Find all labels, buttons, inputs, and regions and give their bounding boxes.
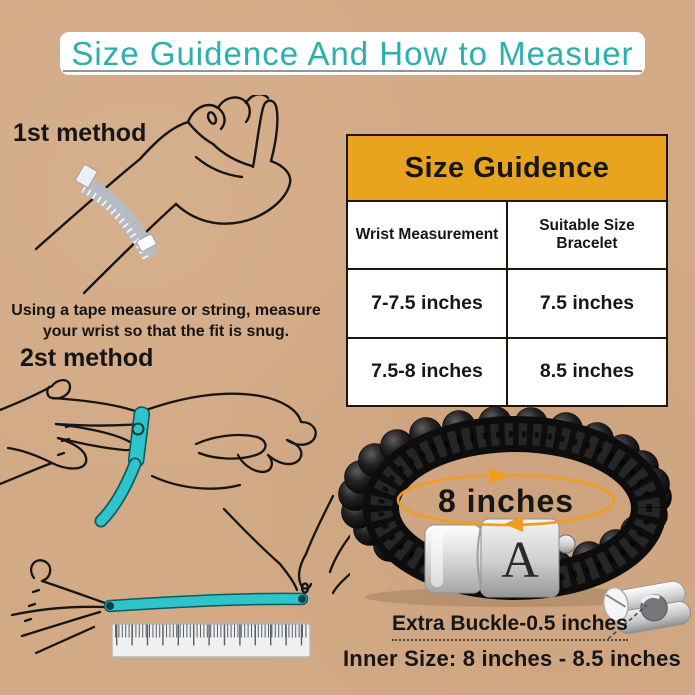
col-header-suitable-size: Suitable Size Bracelet [506, 202, 666, 269]
extra-buckle-label: Extra Buckle-0.5 inches [392, 612, 628, 641]
stretched-string-icon [103, 592, 309, 613]
tape-measure-hand-illustration [34, 95, 292, 295]
table-cell-size-1: 7.5 inches [506, 270, 666, 337]
method1-heading: 1st method [13, 119, 147, 147]
size-table-title: Size Guidence [348, 136, 666, 200]
clasp: A [424, 518, 576, 598]
diameter-arrow-ellipse [396, 468, 616, 532]
size-table: Size Guidence Wrist Measurement Suitable… [346, 134, 668, 407]
string-measure-illustration [0, 378, 350, 658]
tape-measure-icon [74, 163, 158, 261]
inner-size-label: Inner Size: 8 inches - 8.5 inches [343, 646, 681, 671]
table-cell-wrist-1: 7-7.5 inches [371, 291, 483, 314]
col-header-wrist-measurement: Wrist Measurement [355, 226, 499, 244]
buckle-pointer-line [607, 604, 648, 640]
ruler-icon [111, 623, 311, 658]
extra-buckle-icon [602, 580, 691, 634]
bracelet-photo: A [338, 406, 672, 607]
arrow-right-icon [490, 468, 509, 484]
size-table-header-row: Wrist Measurement Suitable Size Bracelet [348, 200, 666, 269]
arrow-left-icon [504, 516, 523, 532]
measure-instruction: Using a tape measure or string, measure … [11, 302, 321, 340]
table-cell-size-2: 8.5 inches [506, 338, 666, 405]
title-banner: Size Guidence And How to Measuer [60, 32, 645, 75]
bracelet-diameter-label: 8 inches [437, 483, 575, 519]
page-title: Size Guidence And How to Measuer [71, 34, 634, 72]
method2-heading: 2st method [20, 344, 154, 372]
table-cell-wrist-2: 7.5-8 inches [371, 360, 483, 383]
size-table-row: 7.5-8 inches 8.5 inches [348, 336, 666, 405]
string-band-icon [94, 406, 151, 528]
clasp-letter: A [501, 532, 539, 589]
size-table-row: 7-7.5 inches 7.5 inches [348, 268, 666, 337]
